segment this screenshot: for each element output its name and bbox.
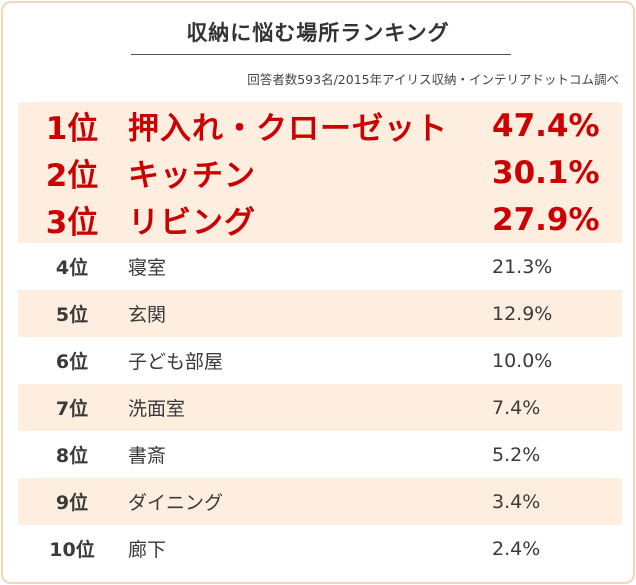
place-label: 押入れ・クローゼット xyxy=(128,111,448,147)
percent-value: 27.9% xyxy=(492,201,600,238)
place-label: キッチン xyxy=(128,158,256,194)
rank-label: 3位 xyxy=(45,205,99,241)
rank-label: 4位 xyxy=(55,257,89,279)
percent-value: 5.2% xyxy=(492,443,541,466)
rank-label: 8位 xyxy=(55,445,89,467)
place-label: 寝室 xyxy=(128,257,167,279)
table-row: 9位 ダイニング 3.4% xyxy=(18,478,622,525)
ranking-table: 1位 押入れ・クローゼット 47.4% 2位 キッチン 30.1% 3位 リビング 27.9% 4… xyxy=(18,102,622,572)
rank-label: 2位 xyxy=(45,158,99,194)
percent-value: 3.4% xyxy=(492,490,541,513)
place-label: 廊下 xyxy=(128,539,167,561)
place-label: 玄関 xyxy=(128,304,167,326)
rank-label: 10位 xyxy=(49,539,95,561)
rank-label: 5位 xyxy=(55,304,89,326)
percent-value: 30.1% xyxy=(492,154,600,191)
table-row: 7位 洗面室 7.4% xyxy=(18,384,622,431)
percent-value: 12.9% xyxy=(492,302,553,325)
table-row: 2位 キッチン 30.1% xyxy=(18,149,622,196)
table-row: 1位 押入れ・クローゼット 47.4% xyxy=(18,102,622,149)
table-row: 8位 書斎 5.2% xyxy=(18,431,622,478)
rank-label: 9位 xyxy=(55,492,89,514)
place-label: ダイニング xyxy=(128,492,224,514)
percent-value: 47.4% xyxy=(492,107,600,144)
place-label: 書斎 xyxy=(128,445,167,467)
percent-value: 2.4% xyxy=(492,537,541,560)
rank-label: 1位 xyxy=(45,111,99,147)
table-row: 10位 廊下 2.4% xyxy=(18,525,622,572)
rank-label: 6位 xyxy=(55,351,89,373)
percent-value: 10.0% xyxy=(492,349,553,372)
chart-title: 収納に悩む場所ランキング xyxy=(186,21,450,45)
place-label: 洗面室 xyxy=(128,398,186,420)
table-row: 5位 玄関 12.9% xyxy=(18,290,622,337)
percent-value: 7.4% xyxy=(492,396,541,419)
title-underline xyxy=(131,54,511,55)
rank-label: 7位 xyxy=(55,398,89,420)
place-label: リビング xyxy=(128,205,256,241)
table-row: 6位 子ども部屋 10.0% xyxy=(18,337,622,384)
table-row: 3位 リビング 27.9% xyxy=(18,196,622,243)
table-row: 4位 寝室 21.3% xyxy=(18,243,622,290)
source-note: 回答者数593名/2015年アイリス収納・インテリアドットコム調べ xyxy=(247,72,619,87)
percent-value: 21.3% xyxy=(492,255,553,278)
place-label: 子ども部屋 xyxy=(128,351,224,373)
